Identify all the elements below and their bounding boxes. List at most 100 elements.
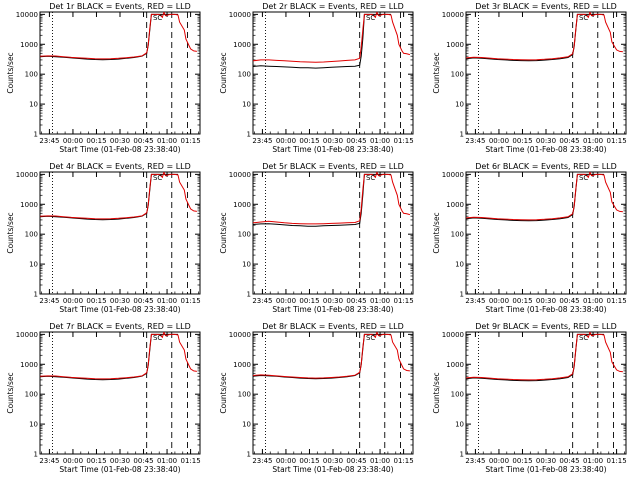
x-tick-label: 01:15 (393, 137, 413, 145)
y-tick-label: 1 (247, 291, 251, 299)
y-tick-label: 10 (29, 261, 38, 269)
sc-annotation: SC (579, 14, 588, 22)
panel-5: Det 5r BLACK = Events, RED = LLD 1 10 100 10… (219, 162, 414, 314)
y-tick-label: 1 (460, 131, 464, 139)
lld-series-line (466, 12, 623, 61)
y-tick-label: 10 (242, 261, 251, 269)
x-tick-label: 23:45 (465, 137, 485, 145)
x-tick-label: 01:15 (180, 457, 200, 465)
x-tick-label: 01:15 (606, 137, 626, 145)
lld-series-line (253, 12, 411, 63)
panel-3: Det 3r BLACK = Events, RED = LLD 1 10 100 10… (432, 2, 627, 154)
x-tick-label: 00:15 (512, 457, 532, 465)
y-tick-label: 1000 (446, 41, 464, 49)
x-tick-label: 00:00 (489, 137, 509, 145)
panel-title: Det 6r BLACK = Events, RED = LLD (475, 162, 617, 171)
x-tick-label: 00:30 (536, 297, 556, 305)
x-tick-label: 00:30 (110, 457, 130, 465)
x-tick-label: 00:45 (133, 137, 153, 145)
x-tick-label: 00:45 (559, 297, 579, 305)
y-tick-label: 100 (25, 71, 38, 79)
y-axis-label: Counts/sec (6, 372, 15, 413)
x-tick-label: 23:45 (252, 137, 272, 145)
x-axis-label: Start Time (01-Feb-08 23:38:40) (59, 145, 180, 154)
y-tick-label: 10000 (229, 171, 251, 179)
y-tick-label: 1000 (446, 361, 464, 369)
x-axis-label: Start Time (01-Feb-08 23:38:40) (485, 305, 606, 314)
x-axis-label: Start Time (01-Feb-08 23:38:40) (485, 465, 606, 474)
x-tick-label: 00:15 (86, 137, 106, 145)
lld-series-line (253, 172, 411, 225)
x-tick-label: 01:00 (370, 457, 390, 465)
x-tick-label: 01:00 (583, 137, 603, 145)
x-axis-label: Start Time (01-Feb-08 23:38:40) (272, 465, 393, 474)
panel-7: Det 7r BLACK = Events, RED = LLD 1 10 100 10… (6, 322, 201, 474)
lld-series-line (466, 172, 623, 221)
x-tick-label: 01:00 (583, 297, 603, 305)
plot-frame (39, 11, 201, 135)
x-tick-label: 00:00 (489, 297, 509, 305)
panel-title: Det 2r BLACK = Events, RED = LLD (262, 2, 404, 11)
y-tick-label: 10000 (16, 331, 38, 339)
sc-annotation: SC (153, 174, 162, 182)
y-tick-label: 1000 (233, 361, 251, 369)
y-tick-label: 10000 (229, 331, 251, 339)
panel-title: Det 9r BLACK = Events, RED = LLD (475, 322, 617, 331)
plot-frame (465, 11, 627, 135)
plot-frame (39, 331, 201, 455)
y-axis-label: Counts/sec (432, 52, 441, 93)
x-tick-label: 00:00 (63, 137, 83, 145)
x-tick-label: 01:00 (157, 137, 177, 145)
plot-frame (465, 171, 627, 295)
x-tick-label: 23:45 (39, 457, 59, 465)
y-tick-label: 1000 (20, 41, 38, 49)
y-tick-label: 100 (451, 231, 464, 239)
x-tick-label: 00:00 (276, 457, 296, 465)
plot-frame (252, 331, 414, 455)
y-tick-label: 100 (238, 391, 251, 399)
panel-title: Det 7r BLACK = Events, RED = LLD (49, 322, 191, 331)
x-tick-label: 23:45 (252, 457, 272, 465)
x-axis-label: Start Time (01-Feb-08 23:38:40) (272, 305, 393, 314)
y-tick-label: 10000 (16, 11, 38, 19)
y-tick-label: 100 (451, 391, 464, 399)
y-tick-label: 1 (34, 451, 38, 459)
x-tick-label: 00:30 (536, 137, 556, 145)
y-tick-label: 1000 (233, 41, 251, 49)
plot-frame (252, 171, 414, 295)
lld-series-line (466, 332, 623, 381)
sc-annotation: SC (153, 334, 162, 342)
x-tick-label: 00:15 (299, 457, 319, 465)
y-tick-label: 10 (29, 421, 38, 429)
x-tick-label: 23:45 (465, 457, 485, 465)
y-axis-label: Counts/sec (6, 52, 15, 93)
y-tick-label: 100 (25, 231, 38, 239)
y-axis-label: Counts/sec (432, 372, 441, 413)
x-tick-label: 00:45 (133, 297, 153, 305)
y-tick-label: 10000 (442, 171, 464, 179)
sc-annotation: SC (579, 334, 588, 342)
x-tick-label: 00:15 (299, 297, 319, 305)
x-tick-label: 00:30 (110, 137, 130, 145)
lld-series-line (40, 172, 197, 220)
x-tick-label: 01:00 (157, 457, 177, 465)
x-tick-label: 01:15 (606, 457, 626, 465)
x-tick-label: 01:00 (370, 297, 390, 305)
y-axis-label: Counts/sec (432, 212, 441, 253)
plot-frame (252, 11, 414, 135)
panel-1: Det 1r BLACK = Events, RED = LLD 1 10 100 10… (6, 2, 201, 154)
x-tick-label: 01:00 (370, 137, 390, 145)
y-tick-label: 100 (238, 231, 251, 239)
panel-title: Det 8r BLACK = Events, RED = LLD (262, 322, 404, 331)
panel-6: Det 6r BLACK = Events, RED = LLD 1 10 100 10… (432, 162, 627, 314)
sc-annotation: SC (366, 14, 375, 22)
x-axis-label: Start Time (01-Feb-08 23:38:40) (59, 465, 180, 474)
y-tick-label: 10 (455, 261, 464, 269)
panel-title: Det 1r BLACK = Events, RED = LLD (49, 2, 191, 11)
x-tick-label: 23:45 (39, 137, 59, 145)
y-tick-label: 10000 (16, 171, 38, 179)
x-tick-label: 00:00 (63, 457, 83, 465)
plot-frame (465, 331, 627, 455)
y-tick-label: 10 (242, 101, 251, 109)
